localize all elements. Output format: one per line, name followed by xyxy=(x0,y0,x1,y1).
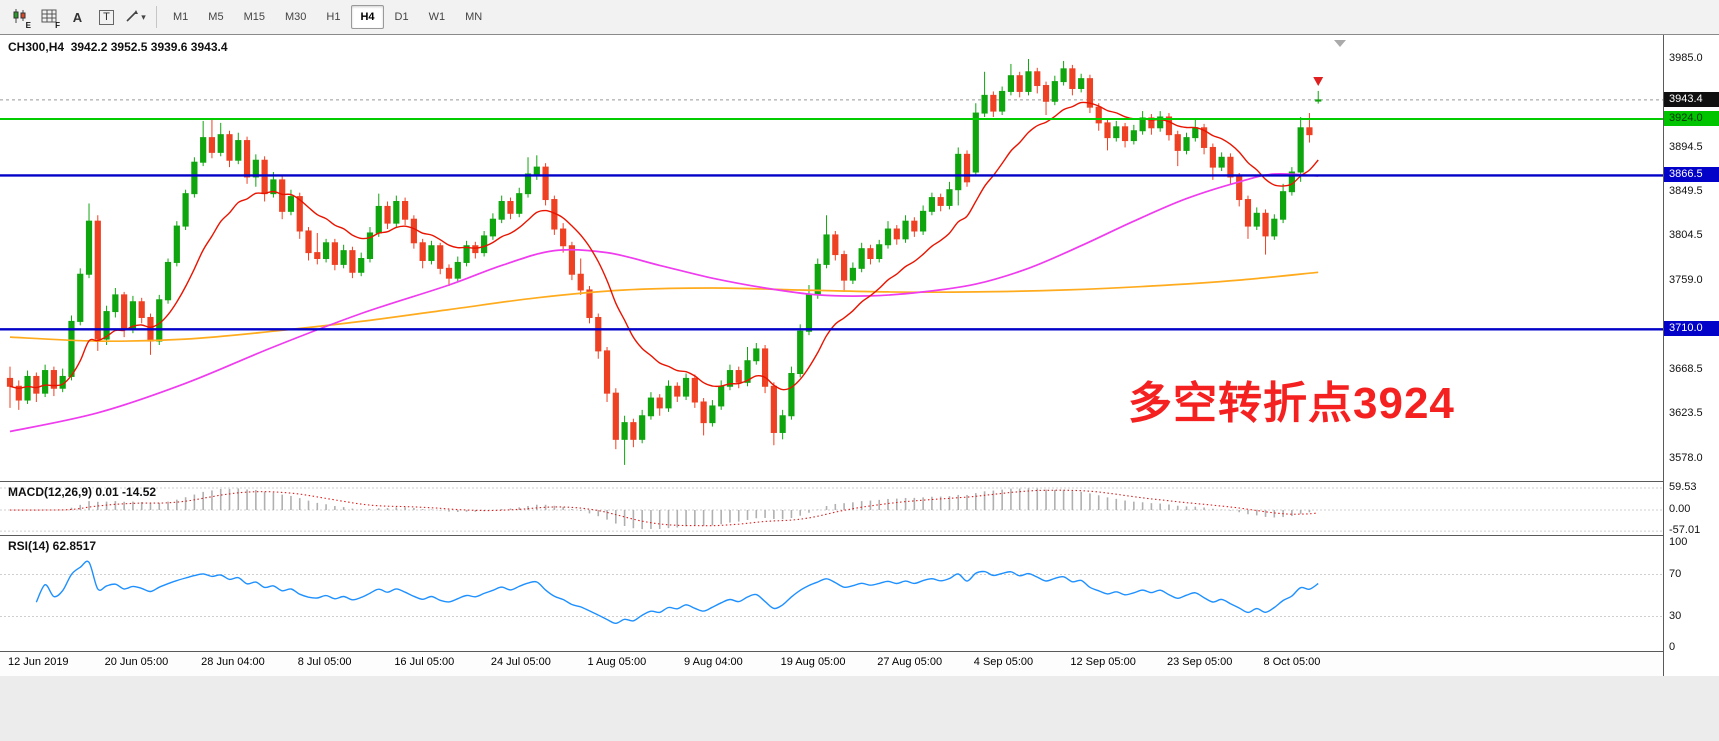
price-tick-label: 3668.5 xyxy=(1669,363,1703,376)
timeframe-button-m15[interactable]: M15 xyxy=(243,11,265,23)
chart-shift-marker[interactable] xyxy=(1334,40,1346,47)
time-label: 19 Aug 05:00 xyxy=(780,656,846,668)
text-tool-label: A xyxy=(72,9,83,25)
chevron-down-icon: ▾ xyxy=(141,11,146,22)
candlestick-chart-icon xyxy=(12,8,28,27)
panel-separator-rsi[interactable] xyxy=(0,535,1719,536)
macd-panel[interactable] xyxy=(0,481,1663,535)
macd-label: MACD(12,26,9) 0.01 -14.52 xyxy=(8,485,157,499)
timeframe-button-h4[interactable]: H4 xyxy=(351,5,384,29)
price-badge-3866.5: 3866.5 xyxy=(1664,167,1719,183)
price-badge-3710.0: 3710.0 xyxy=(1664,321,1719,337)
rsi-panel[interactable] xyxy=(0,535,1663,651)
time-label: 9 Aug 04:00 xyxy=(684,656,743,668)
price-tick-label: 3849.5 xyxy=(1669,185,1703,198)
indicator-grid-button[interactable]: F xyxy=(35,4,62,30)
time-label: 8 Jul 05:00 xyxy=(297,656,352,668)
macd-tick-label: -57.01 xyxy=(1669,524,1701,537)
time-axis[interactable]: 12 Jun 2019 20 Jun 05:00 28 Jun 04:00 8 Jul… xyxy=(0,651,1663,676)
timeframe-button-w1[interactable]: W1 xyxy=(428,11,446,23)
toolbar-separator xyxy=(156,6,157,28)
timeframe-button-m1[interactable]: M1 xyxy=(173,11,189,23)
macd-signal-line xyxy=(9,489,1319,527)
time-label: 20 Jun 05:00 xyxy=(104,656,169,668)
price-tick-label: 3985.0 xyxy=(1669,52,1703,64)
toolbar: E F A T ▾ M1 M5 M15 M30 H1 H4 D1 W1 MN xyxy=(0,0,1719,35)
price-tick-label: 3578.0 xyxy=(1669,452,1703,464)
moving-averages-layer xyxy=(9,101,1319,433)
price-arrow-marker[interactable] xyxy=(1313,76,1324,86)
text-box-button[interactable]: T xyxy=(93,4,120,30)
rsi-line xyxy=(35,560,1319,624)
time-label: 16 Jul 05:00 xyxy=(394,656,455,668)
rsi-tick-label: 70 xyxy=(1669,567,1682,580)
text-button[interactable]: A xyxy=(64,4,91,30)
draw-tools-icon xyxy=(125,9,139,26)
timeframe-button-m5[interactable]: M5 xyxy=(208,11,224,23)
macd-histogram xyxy=(17,488,1311,530)
time-label: 1 Aug 05:00 xyxy=(587,656,647,668)
tool-sub-label: F xyxy=(55,21,60,30)
price-badge-3924.0: 3924.0 xyxy=(1664,110,1719,126)
chart-title: CH300,H4 3942.2 3952.5 3939.6 3943.4 xyxy=(8,40,228,54)
indicator-grid-icon xyxy=(41,8,57,27)
timeframe-button-m30[interactable]: M30 xyxy=(284,11,307,23)
footer-area xyxy=(0,676,1719,741)
rsi-tick-label: 30 xyxy=(1669,609,1682,622)
price-tick-label: 3894.5 xyxy=(1669,140,1703,153)
panel-separator-timebar xyxy=(0,651,1719,652)
time-label: 8 Oct 05:00 xyxy=(1263,656,1321,668)
chart-stack: CH300,H4 3942.2 3952.5 3939.6 3943.4 多空转… xyxy=(0,35,1663,741)
tool-sub-label: E xyxy=(25,21,31,30)
time-label: 24 Jul 05:00 xyxy=(490,656,551,668)
ma-mid-magenta xyxy=(9,172,1319,433)
panel-separator-macd[interactable] xyxy=(0,481,1719,482)
timeframe-button-group: M1 M5 M15 M30 H1 H4 D1 W1 MN xyxy=(163,5,492,29)
timeframe-button-h1[interactable]: H1 xyxy=(326,11,341,23)
time-label: 4 Sep 05:00 xyxy=(973,656,1034,668)
annotation-text[interactable]: 多空转折点3924 xyxy=(1128,379,1455,428)
rsi-tick-label: 0 xyxy=(1669,641,1676,653)
main-price-chart[interactable] xyxy=(0,35,1663,481)
rsi-tick-label: 100 xyxy=(1669,536,1688,548)
time-label: 12 Jun 2019 xyxy=(8,656,69,668)
time-label: 23 Sep 05:00 xyxy=(1166,656,1233,668)
candlestick-chart-button[interactable]: E xyxy=(6,4,33,30)
ma-slow-orange xyxy=(9,271,1319,343)
price-axis[interactable]: 3985.0 3894.5 3849.5 3804.5 3759.0 3668.5 3623… xyxy=(1663,35,1719,676)
time-label: 27 Aug 05:00 xyxy=(877,656,943,668)
price-badge-3943.4: 3943.4 xyxy=(1664,91,1719,107)
time-label: 12 Sep 05:00 xyxy=(1070,656,1136,668)
text-box-tool-label: T xyxy=(99,9,114,25)
draw-tools-button[interactable]: ▾ xyxy=(122,4,149,30)
rsi-label: RSI(14) 62.8517 xyxy=(8,539,97,553)
macd-tick-label: 59.53 xyxy=(1669,480,1697,493)
timeframe-button-mn[interactable]: MN xyxy=(465,11,483,23)
price-tick-label: 3759.0 xyxy=(1669,274,1703,287)
price-tick-label: 3804.5 xyxy=(1669,229,1703,242)
hline-objects-layer[interactable] xyxy=(0,117,1663,331)
price-tick-label: 3623.5 xyxy=(1669,407,1703,420)
tool-button-group: E F A T ▾ xyxy=(5,4,150,30)
macd-tick-label: 0.00 xyxy=(1669,503,1691,515)
timeframe-button-d1[interactable]: D1 xyxy=(394,11,409,23)
ma-fast-red xyxy=(9,101,1319,391)
time-label: 28 Jun 04:00 xyxy=(201,656,265,668)
